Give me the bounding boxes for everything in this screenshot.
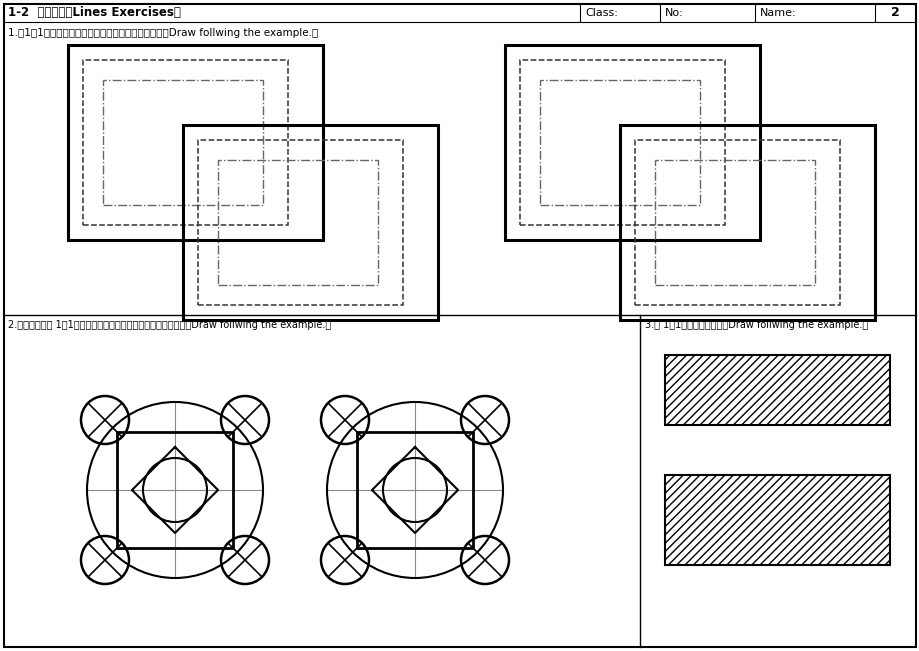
Bar	[539, 80, 699, 205]
Bar	[634, 140, 839, 305]
Text: 1-2  图线练习（Lines Exercises）: 1-2 图线练习（Lines Exercises）	[8, 7, 181, 20]
Text: 3.按 1：1抄绘所给图例。（Draw follwing the example.）: 3.按 1：1抄绘所给图例。（Draw follwing the example…	[644, 320, 868, 330]
Bar	[183, 125, 437, 320]
Bar	[519, 60, 724, 225]
Bar	[117, 432, 233, 548]
Bar	[103, 80, 263, 205]
Text: 2.在指定位置按 1：1抄绘所给图形，尺寸从图中量取，并图整。（Draw follwing the example.）: 2.在指定位置按 1：1抄绘所给图形，尺寸从图中量取，并图整。（Draw fol…	[8, 320, 331, 330]
Text: No:: No:	[664, 8, 683, 18]
Bar	[218, 160, 378, 285]
Bar	[654, 160, 814, 285]
Bar	[68, 45, 323, 240]
Bar	[83, 60, 288, 225]
Bar	[505, 45, 759, 240]
Bar	[619, 125, 874, 320]
Bar	[198, 140, 403, 305]
Text: Class:: Class:	[584, 8, 618, 18]
Bar	[664, 475, 889, 565]
Text: Name:: Name:	[759, 8, 796, 18]
Text: 1.扩1：1抄绘所给图形，尺寸从图中量取，并图整。（Draw follwing the example.）: 1.扩1：1抄绘所给图形，尺寸从图中量取，并图整。（Draw follwing …	[8, 28, 318, 38]
Text: 2: 2	[890, 7, 899, 20]
Bar	[357, 432, 472, 548]
Bar	[664, 355, 889, 425]
